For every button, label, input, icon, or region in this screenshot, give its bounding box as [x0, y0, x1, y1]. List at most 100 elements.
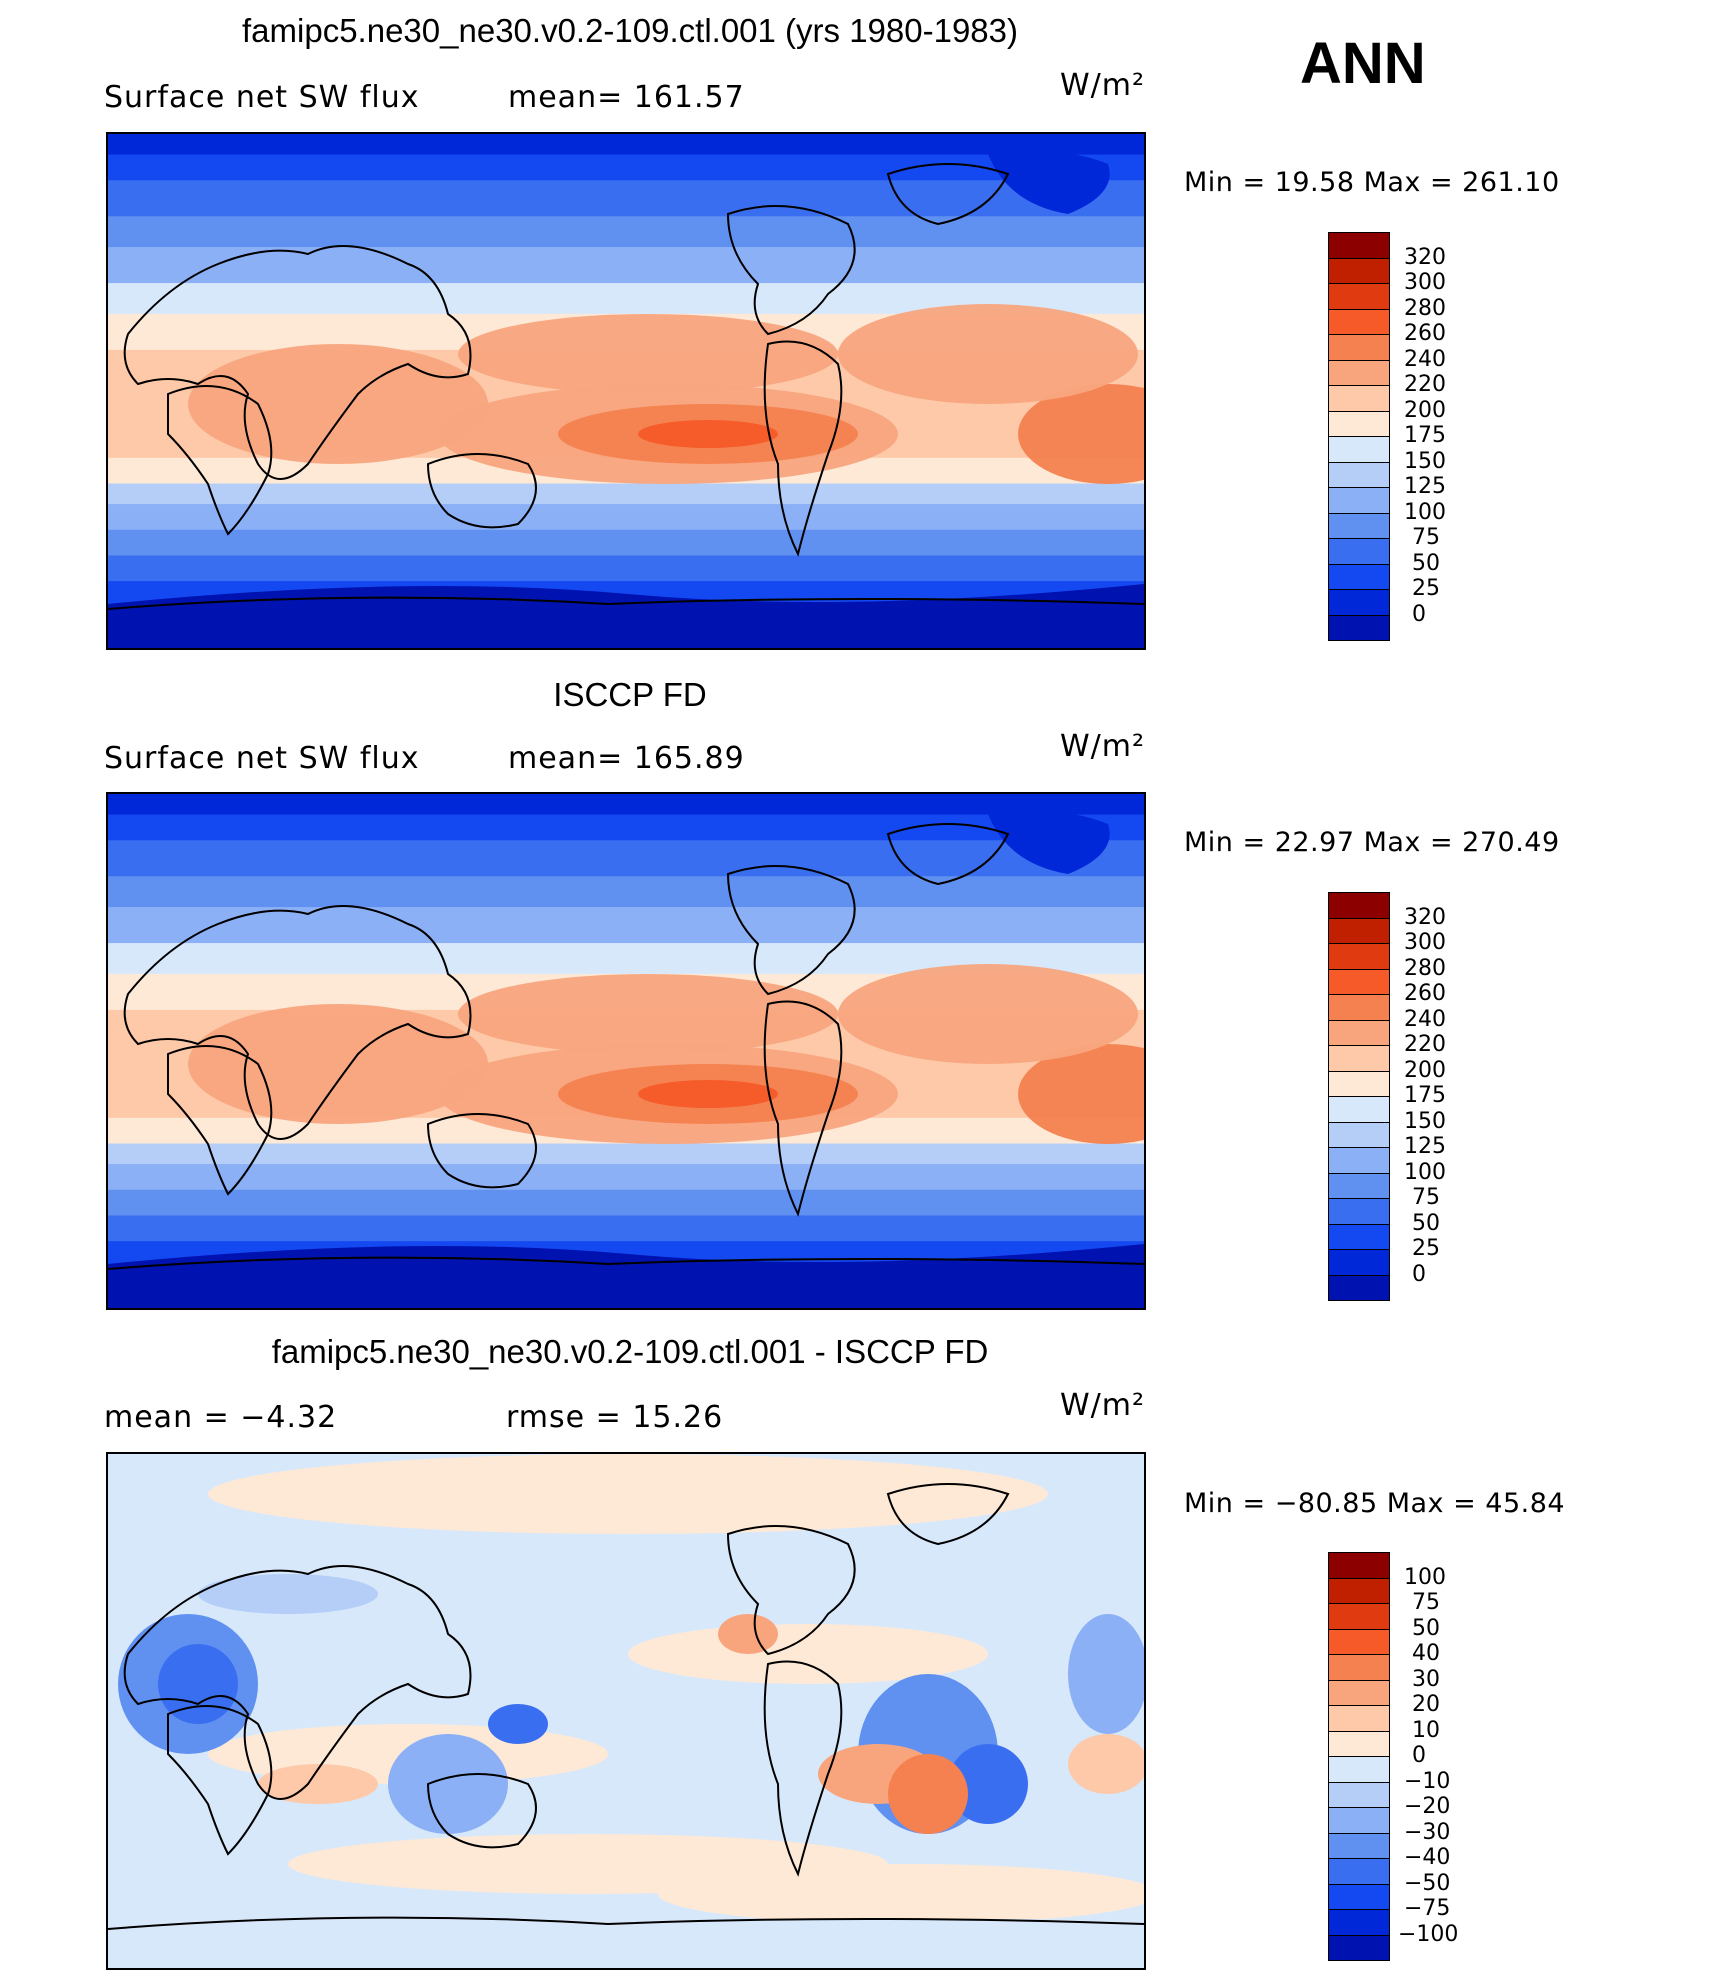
colorbar-swatch	[1328, 917, 1390, 944]
coastline	[167, 1705, 273, 1856]
negative-blob	[158, 1644, 238, 1724]
colorbar-tick-label: 150	[1404, 1108, 1446, 1134]
colorbar-tick-label: 280	[1404, 295, 1446, 321]
colorbar-tick-label: 175	[1404, 1083, 1446, 1108]
antarctica-cap	[108, 1244, 1144, 1308]
colorbar-tick-label: 240	[1404, 346, 1446, 372]
contour-blob	[1018, 384, 1144, 484]
colorbar-swatch	[1328, 385, 1390, 412]
coastline	[726, 205, 856, 336]
colorbar-swatch	[1328, 1654, 1390, 1681]
lat-band	[108, 247, 1144, 285]
colorbar-tick-label: −10	[1404, 1768, 1451, 1794]
colorbar-swatch	[1328, 1198, 1390, 1225]
positive-blob	[718, 1614, 778, 1654]
contour-blob	[638, 420, 778, 448]
colorbar-tick-label: 300	[1404, 270, 1446, 295]
colorbar-tick-label: −50	[1404, 1870, 1451, 1896]
colorbar-swatch	[1328, 512, 1390, 539]
positive-blob	[888, 1754, 968, 1834]
panel3-title: famipc5.ne30_ne30.v0.2-109.ctl.001 - ISC…	[271, 1333, 989, 1370]
colorbar-tick-label: 260	[1404, 321, 1446, 346]
colorbar-swatch	[1328, 1679, 1390, 1706]
colorbar-swatch	[1328, 1705, 1390, 1732]
colorbar-swatch	[1328, 1858, 1390, 1885]
panel3-contour-field	[108, 1454, 1144, 1968]
coastline	[167, 385, 273, 536]
colorbar-swatch	[1328, 410, 1390, 437]
antarctica-cap	[108, 584, 1144, 648]
colorbar-tick-label: 100	[1404, 1159, 1446, 1185]
colorbar-swatch	[1328, 589, 1390, 616]
colorbar-swatch	[1328, 1832, 1390, 1859]
panel3-rmse-label: rmse = 15.26	[506, 1400, 724, 1435]
colorbar-swatch	[1328, 359, 1390, 386]
panel2-colorbar	[1328, 892, 1390, 1301]
panel1-units: W/m²	[1060, 68, 1146, 103]
lat-band	[108, 504, 1144, 531]
season-label: ANN	[1300, 31, 1426, 96]
colorbar-tick-label: 30	[1412, 1666, 1440, 1692]
colorbar-swatch	[1328, 1223, 1390, 1250]
colorbar-swatch	[1328, 1909, 1390, 1936]
coastline	[108, 1916, 1144, 1930]
colorbar-tick-label: 220	[1404, 1032, 1446, 1057]
colorbar-swatch	[1328, 943, 1390, 970]
coastline	[123, 905, 472, 1140]
panel2-units: W/m²	[1060, 729, 1146, 764]
panel1-colorbar	[1328, 232, 1390, 641]
greenland-patch	[988, 810, 1110, 874]
lat-band	[108, 840, 1144, 878]
contour-blob	[628, 1624, 988, 1684]
colorbar-tick-label: 20	[1412, 1692, 1440, 1717]
colorbar-swatch	[1328, 968, 1390, 995]
coastline	[726, 865, 856, 996]
contour-blob	[658, 1864, 1144, 1924]
antarctic-band	[108, 1919, 1144, 1968]
colorbar-tick-label: 125	[1404, 474, 1446, 499]
lat-band	[108, 134, 1144, 156]
panel1-variable-label: Surface net SW flux	[104, 80, 420, 115]
lat-band	[108, 1215, 1144, 1243]
lat-band	[108, 1164, 1144, 1191]
panel2-variable-label: Surface net SW flux	[104, 741, 420, 776]
colorbar-swatch	[1328, 892, 1390, 919]
colorbar-tick-label: −40	[1404, 1845, 1451, 1870]
panel2-title: ISCCP FD	[553, 676, 707, 713]
contour-blob	[638, 1080, 778, 1108]
lat-band	[108, 794, 1144, 816]
colorbar-swatch	[1328, 563, 1390, 590]
positive-blob	[1068, 1734, 1144, 1794]
colorbar-swatch	[1328, 1070, 1390, 1097]
panel2-map	[106, 792, 1146, 1310]
lat-band	[108, 1189, 1144, 1217]
coastline	[167, 1045, 273, 1196]
colorbar-tick-label: 10	[1412, 1717, 1440, 1743]
colorbar-swatch	[1328, 1807, 1390, 1834]
coastline	[886, 823, 1010, 886]
coastline	[426, 1773, 537, 1849]
negative-blob	[948, 1744, 1028, 1824]
panel3-map	[106, 1452, 1146, 1970]
colorbar-tick-label: 50	[1412, 550, 1440, 576]
panel3-minmax: Min = −80.85 Max = 45.84	[1184, 1488, 1566, 1519]
colorbar-swatch	[1328, 1274, 1390, 1301]
colorbar-swatch	[1328, 257, 1390, 284]
lat-band	[108, 876, 1144, 909]
panel1-map	[106, 132, 1146, 650]
colorbar-tick-label: −75	[1404, 1896, 1451, 1921]
colorbar-swatch	[1328, 1121, 1390, 1148]
contour-blob	[188, 344, 488, 464]
panel1-title: famipc5.ne30_ne30.v0.2-109.ctl.001 (yrs …	[242, 12, 1018, 49]
colorbar-swatch	[1328, 1883, 1390, 1910]
colorbar-swatch	[1328, 538, 1390, 565]
contour-blob	[838, 304, 1138, 404]
colorbar-tick-label: 75	[1412, 1590, 1440, 1615]
panel3-units: W/m²	[1060, 1388, 1146, 1423]
coastline	[886, 163, 1010, 226]
colorbar-tick-label: 200	[1404, 397, 1446, 423]
lat-band	[108, 529, 1144, 557]
colorbar-tick-label: 320	[1404, 904, 1446, 930]
colorbar-tick-label: 320	[1404, 244, 1446, 270]
panel2-mean-label: mean= 165.89	[508, 741, 745, 776]
